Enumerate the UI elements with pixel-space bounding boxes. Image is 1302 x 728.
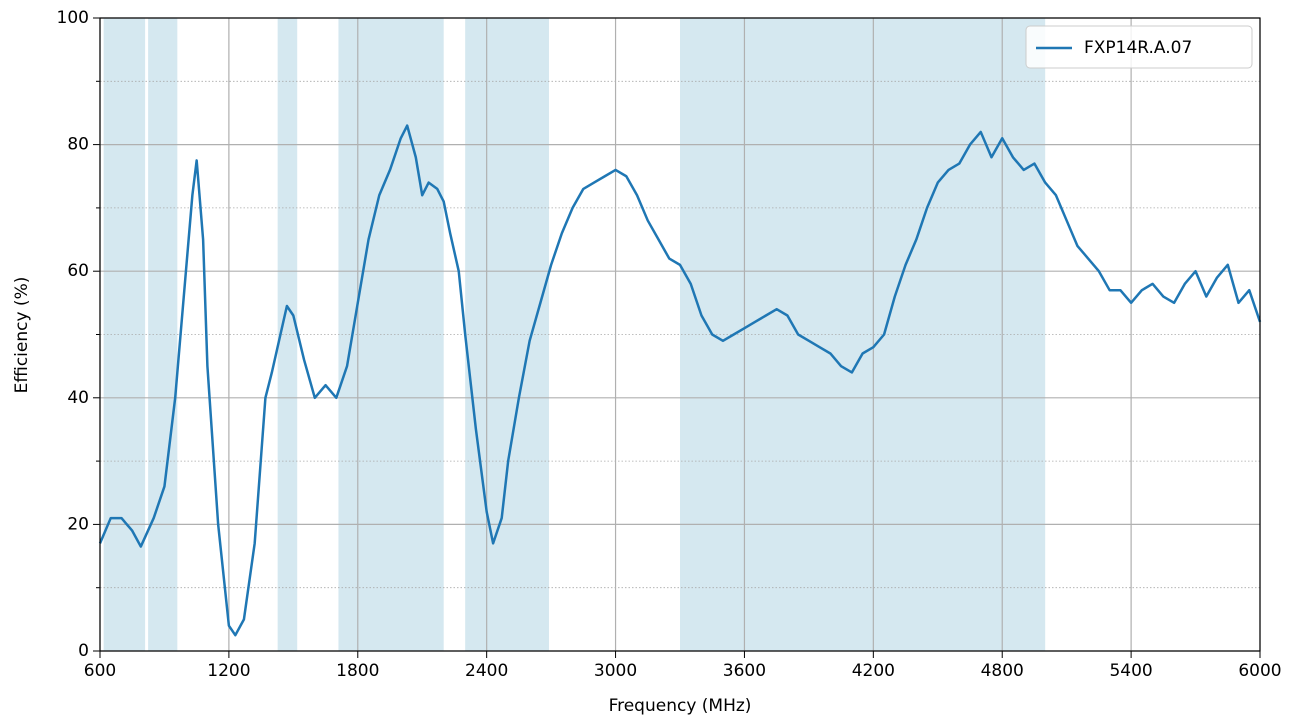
- y-tick-label: 60: [67, 261, 89, 281]
- y-axis-label: Efficiency (%): [12, 277, 32, 394]
- x-tick-label: 600: [84, 661, 116, 681]
- x-tick-label: 6000: [1238, 661, 1281, 681]
- legend-box: [1025, 25, 1253, 69]
- y-tick-label: 20: [67, 514, 89, 534]
- x-tick-label: 4200: [852, 661, 895, 681]
- legend-label: FXP14R.A.07: [1084, 38, 1192, 58]
- plot-frame: [99, 17, 1261, 652]
- x-tick-label: 1800: [336, 661, 379, 681]
- y-tick-label: 80: [67, 135, 89, 155]
- y-tick-label: 40: [67, 388, 89, 408]
- x-tick-label: 2400: [465, 661, 508, 681]
- data-line: [98, 124, 1262, 637]
- x-axis-label: Frequency (MHz): [609, 696, 752, 716]
- y-tick-label: 100: [57, 8, 89, 28]
- x-tick-label: 4800: [981, 661, 1024, 681]
- band: [277, 18, 298, 651]
- x-tick-label: 1200: [207, 661, 250, 681]
- y-tick-label: 0: [78, 641, 89, 661]
- x-tick-label: 3000: [594, 661, 637, 681]
- x-tick-label: 5400: [1109, 661, 1152, 681]
- x-tick-label: 3600: [723, 661, 766, 681]
